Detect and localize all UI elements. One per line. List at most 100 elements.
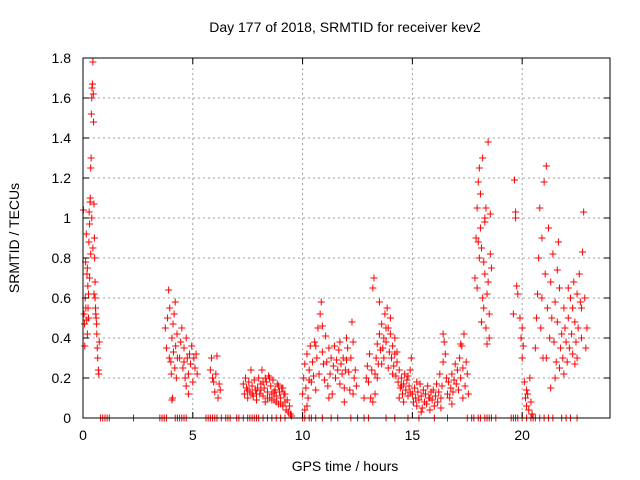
data-point xyxy=(368,366,376,374)
data-point xyxy=(178,324,186,332)
data-point xyxy=(337,360,345,368)
data-point xyxy=(94,354,102,362)
data-point xyxy=(562,338,570,346)
data-point xyxy=(441,350,449,358)
data-point xyxy=(87,110,95,118)
data-point xyxy=(347,354,355,362)
data-point xyxy=(573,354,581,362)
data-point xyxy=(317,298,325,306)
data-point xyxy=(318,322,326,330)
data-point xyxy=(318,348,326,356)
data-point xyxy=(84,282,92,290)
data-point xyxy=(460,330,468,338)
data-point xyxy=(482,324,490,332)
data-point xyxy=(93,344,101,352)
data-point xyxy=(300,374,308,382)
data-point xyxy=(519,342,527,350)
data-point xyxy=(215,380,223,388)
data-point xyxy=(457,340,465,348)
data-point xyxy=(426,394,434,402)
data-point xyxy=(576,298,584,306)
data-point xyxy=(366,350,374,358)
data-point xyxy=(245,378,253,386)
data-point xyxy=(524,390,532,398)
data-point xyxy=(189,378,197,386)
data-point xyxy=(82,230,90,238)
data-point xyxy=(580,208,588,216)
data-point xyxy=(385,348,393,356)
data-point xyxy=(439,358,447,366)
data-point xyxy=(181,374,189,382)
data-point xyxy=(93,320,101,328)
data-point xyxy=(328,390,336,398)
data-point xyxy=(408,390,416,398)
data-point xyxy=(570,278,578,286)
data-point xyxy=(87,164,95,172)
data-point xyxy=(433,380,441,388)
data-point xyxy=(373,340,381,348)
data-point xyxy=(324,382,332,390)
data-point xyxy=(390,362,398,370)
data-point xyxy=(345,368,353,376)
data-point xyxy=(90,200,98,208)
data-point xyxy=(168,396,176,404)
data-point xyxy=(548,314,556,322)
data-point xyxy=(545,224,553,232)
data-point xyxy=(312,342,320,350)
data-point xyxy=(167,370,175,378)
data-point xyxy=(486,210,494,218)
data-point xyxy=(424,382,432,390)
data-point xyxy=(413,402,421,410)
data-point xyxy=(461,382,469,390)
data-point xyxy=(162,344,170,352)
data-point xyxy=(439,330,447,338)
data-point xyxy=(277,394,285,402)
data-point xyxy=(90,118,98,126)
data-point xyxy=(327,354,335,362)
data-point xyxy=(305,376,313,384)
data-point xyxy=(583,324,591,332)
data-point xyxy=(299,390,307,398)
data-point xyxy=(550,338,558,346)
data-point xyxy=(84,304,92,312)
data-point xyxy=(549,250,557,258)
data-point xyxy=(543,304,551,312)
axis-ticks: 0 5 10 15 20 0 0.2 0.4 0.6 0.8 1 1.2 1.4 1.6 1.8 xyxy=(52,50,610,443)
data-point xyxy=(346,386,354,394)
data-point xyxy=(270,388,278,396)
data-point xyxy=(323,358,331,366)
data-point xyxy=(310,372,318,380)
data-point xyxy=(91,278,99,286)
data-point xyxy=(542,354,550,362)
data-point xyxy=(400,398,408,406)
data-point xyxy=(183,354,191,362)
data-point xyxy=(314,324,322,332)
data-point xyxy=(547,278,555,286)
data-point xyxy=(86,274,94,282)
data-point xyxy=(389,370,397,378)
data-point xyxy=(332,374,340,382)
y-tick-label: 1.2 xyxy=(52,170,72,186)
y-axis-label: SRMTID / TECUs xyxy=(6,183,22,293)
data-point xyxy=(304,394,312,402)
data-point xyxy=(283,396,291,404)
data-point xyxy=(422,390,430,398)
data-point xyxy=(241,374,249,382)
data-point xyxy=(445,378,453,386)
x-tick-label: 15 xyxy=(405,427,421,443)
data-point xyxy=(83,270,91,278)
data-point xyxy=(330,342,338,350)
y-tick-label: 0 xyxy=(63,410,71,426)
data-point xyxy=(259,392,267,400)
data-point xyxy=(476,224,484,232)
x-tick-label: 5 xyxy=(189,427,197,443)
data-point xyxy=(405,382,413,390)
data-point xyxy=(514,290,522,298)
data-point xyxy=(325,394,333,402)
data-point xyxy=(568,330,576,338)
data-point xyxy=(572,338,580,346)
data-point xyxy=(370,274,378,282)
data-point xyxy=(395,366,403,374)
data-point xyxy=(247,366,255,374)
